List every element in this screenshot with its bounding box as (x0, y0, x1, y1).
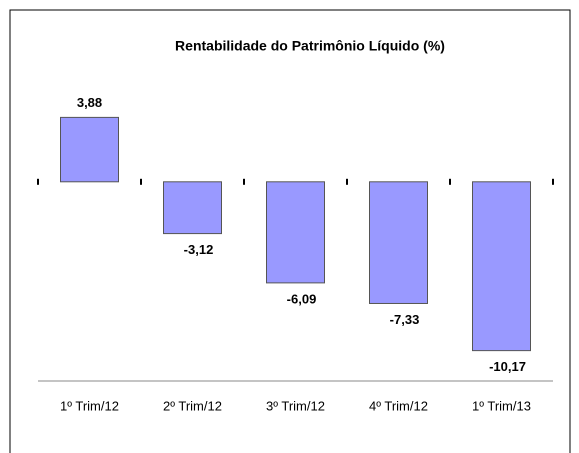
x-tick-label: 2º Trim/12 (163, 398, 222, 413)
bar (472, 181, 531, 352)
value-label: -7,33 (390, 312, 420, 327)
bar (163, 181, 222, 235)
value-label: -6,09 (287, 291, 317, 306)
chart-frame (9, 9, 571, 453)
value-label: -3,12 (184, 242, 214, 257)
x-tick-label: 3º Trim/12 (266, 398, 325, 413)
bar (266, 181, 325, 284)
x-tick-label: 1º Trim/13 (472, 398, 531, 413)
bar (369, 181, 428, 304)
x-tick-label: 4º Trim/12 (369, 398, 428, 413)
value-label: -10,17 (489, 359, 526, 374)
bar (60, 116, 119, 183)
value-label: 3,88 (77, 95, 102, 110)
chart-title: Rentabilidade do Patrimônio Líquido (%) (175, 38, 445, 54)
x-tick-label: 1º Trim/12 (60, 398, 119, 413)
